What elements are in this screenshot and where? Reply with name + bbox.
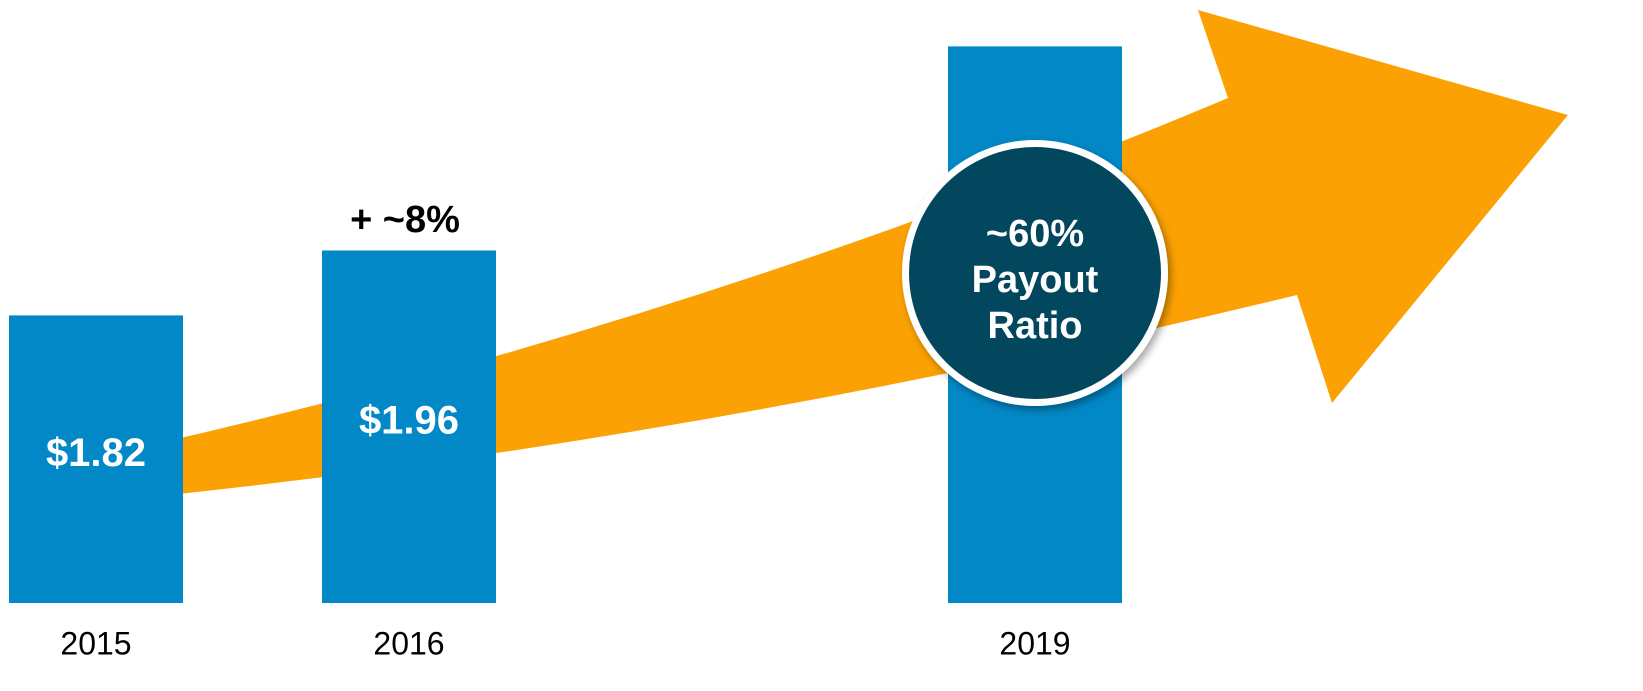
payout-badge: ~60% Payout Ratio	[902, 140, 1168, 406]
bar	[9, 315, 183, 603]
growth-label: + ~8%	[350, 199, 460, 241]
badge-text: ~60%	[986, 213, 1084, 255]
bar	[322, 250, 496, 603]
growth-arrow	[150, 10, 1568, 497]
badge-text: Ratio	[988, 305, 1083, 347]
x-tick-label: 2016	[373, 625, 444, 661]
x-tick-label: 2015	[60, 625, 131, 661]
x-tick-label: 2019	[999, 625, 1070, 661]
badge-fill	[909, 147, 1161, 399]
value-label: $1.96	[359, 398, 459, 442]
badge-text: Payout	[972, 259, 1099, 301]
value-label: $1.82	[46, 431, 146, 475]
